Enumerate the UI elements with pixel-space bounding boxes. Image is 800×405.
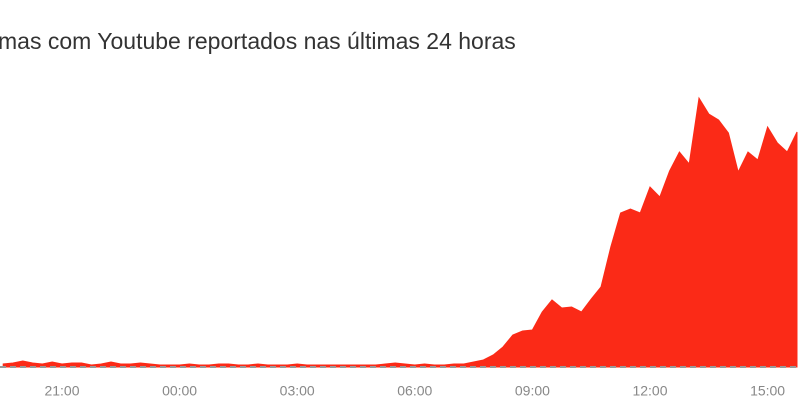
x-tick-label: 15:00 bbox=[750, 383, 785, 399]
x-tick-label: 06:00 bbox=[397, 383, 432, 399]
x-tick-label: 03:00 bbox=[280, 383, 315, 399]
chart-title: mas com Youtube reportados nas últimas 2… bbox=[0, 28, 516, 54]
x-tick-label: 09:00 bbox=[515, 383, 550, 399]
x-tick-label: 12:00 bbox=[632, 383, 667, 399]
area bbox=[2, 96, 798, 368]
x-tick-label: 00:00 bbox=[162, 383, 197, 399]
x-tick-label: 21:00 bbox=[44, 383, 79, 399]
